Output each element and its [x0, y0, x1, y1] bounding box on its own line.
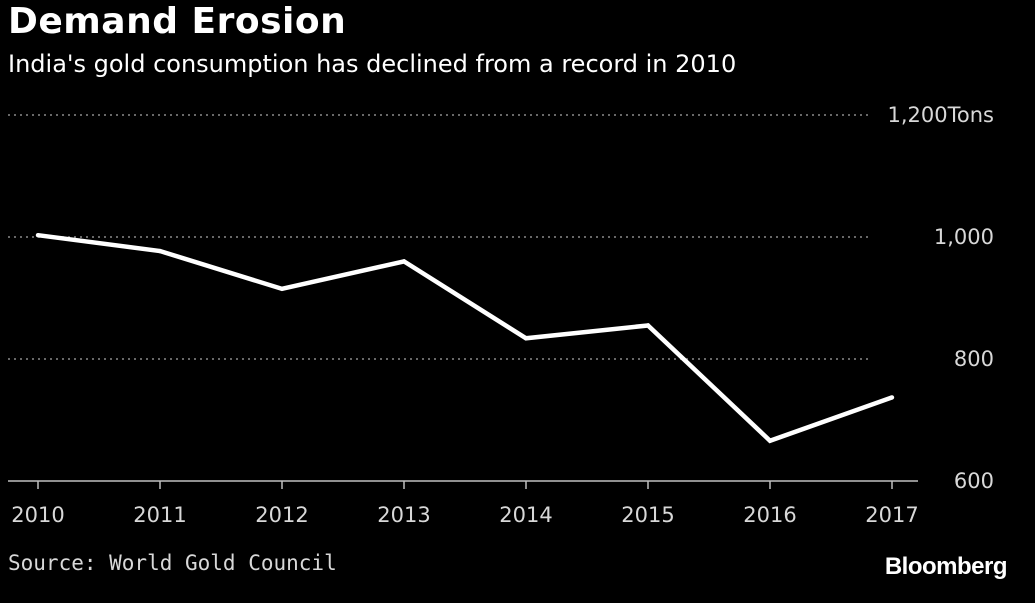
y-axis-labels: 600 800 1,000 1,200Tons — [888, 103, 994, 493]
x-tick-label-2012: 2012 — [255, 503, 308, 527]
data-point-2012 — [279, 286, 285, 292]
y-tick-label-1200: 1,200Tons — [888, 103, 994, 127]
series-line-0 — [37, 232, 893, 444]
series-layer — [35, 232, 895, 444]
data-point-2017 — [889, 395, 895, 400]
x-tick-label-2015: 2015 — [621, 503, 674, 527]
y-tick-label-1000: 1,000 — [934, 225, 994, 249]
x-tick-label-2017: 2017 — [865, 503, 918, 527]
data-point-2011 — [157, 248, 163, 254]
data-point-2014 — [523, 336, 529, 341]
data-point-2015 — [645, 323, 651, 328]
x-tick-label-2010: 2010 — [11, 503, 64, 527]
bloomberg-logo: Bloomberg — [884, 553, 1008, 580]
y-tick-label-800: 800 — [954, 347, 994, 371]
x-tick-label-2011: 2011 — [133, 503, 186, 527]
y-tick-label-600: 600 — [954, 469, 994, 493]
x-axis — [8, 480, 918, 489]
x-tick-label-2013: 2013 — [377, 503, 430, 527]
data-point-2013 — [401, 259, 407, 264]
data-point-2010 — [35, 232, 41, 238]
chart-title: Demand Erosion — [8, 1, 347, 42]
gridlines — [8, 114, 870, 360]
data-point-2016 — [767, 438, 773, 443]
x-axis-labels: 2010 2011 2012 2013 2014 2015 2016 2017 — [11, 503, 918, 527]
x-tick-label-2016: 2016 — [743, 503, 796, 527]
x-tick-label-2014: 2014 — [499, 503, 552, 527]
source-note: Source: World Gold Council — [8, 551, 337, 575]
chart-subtitle: India's gold consumption has declined fr… — [8, 50, 737, 78]
